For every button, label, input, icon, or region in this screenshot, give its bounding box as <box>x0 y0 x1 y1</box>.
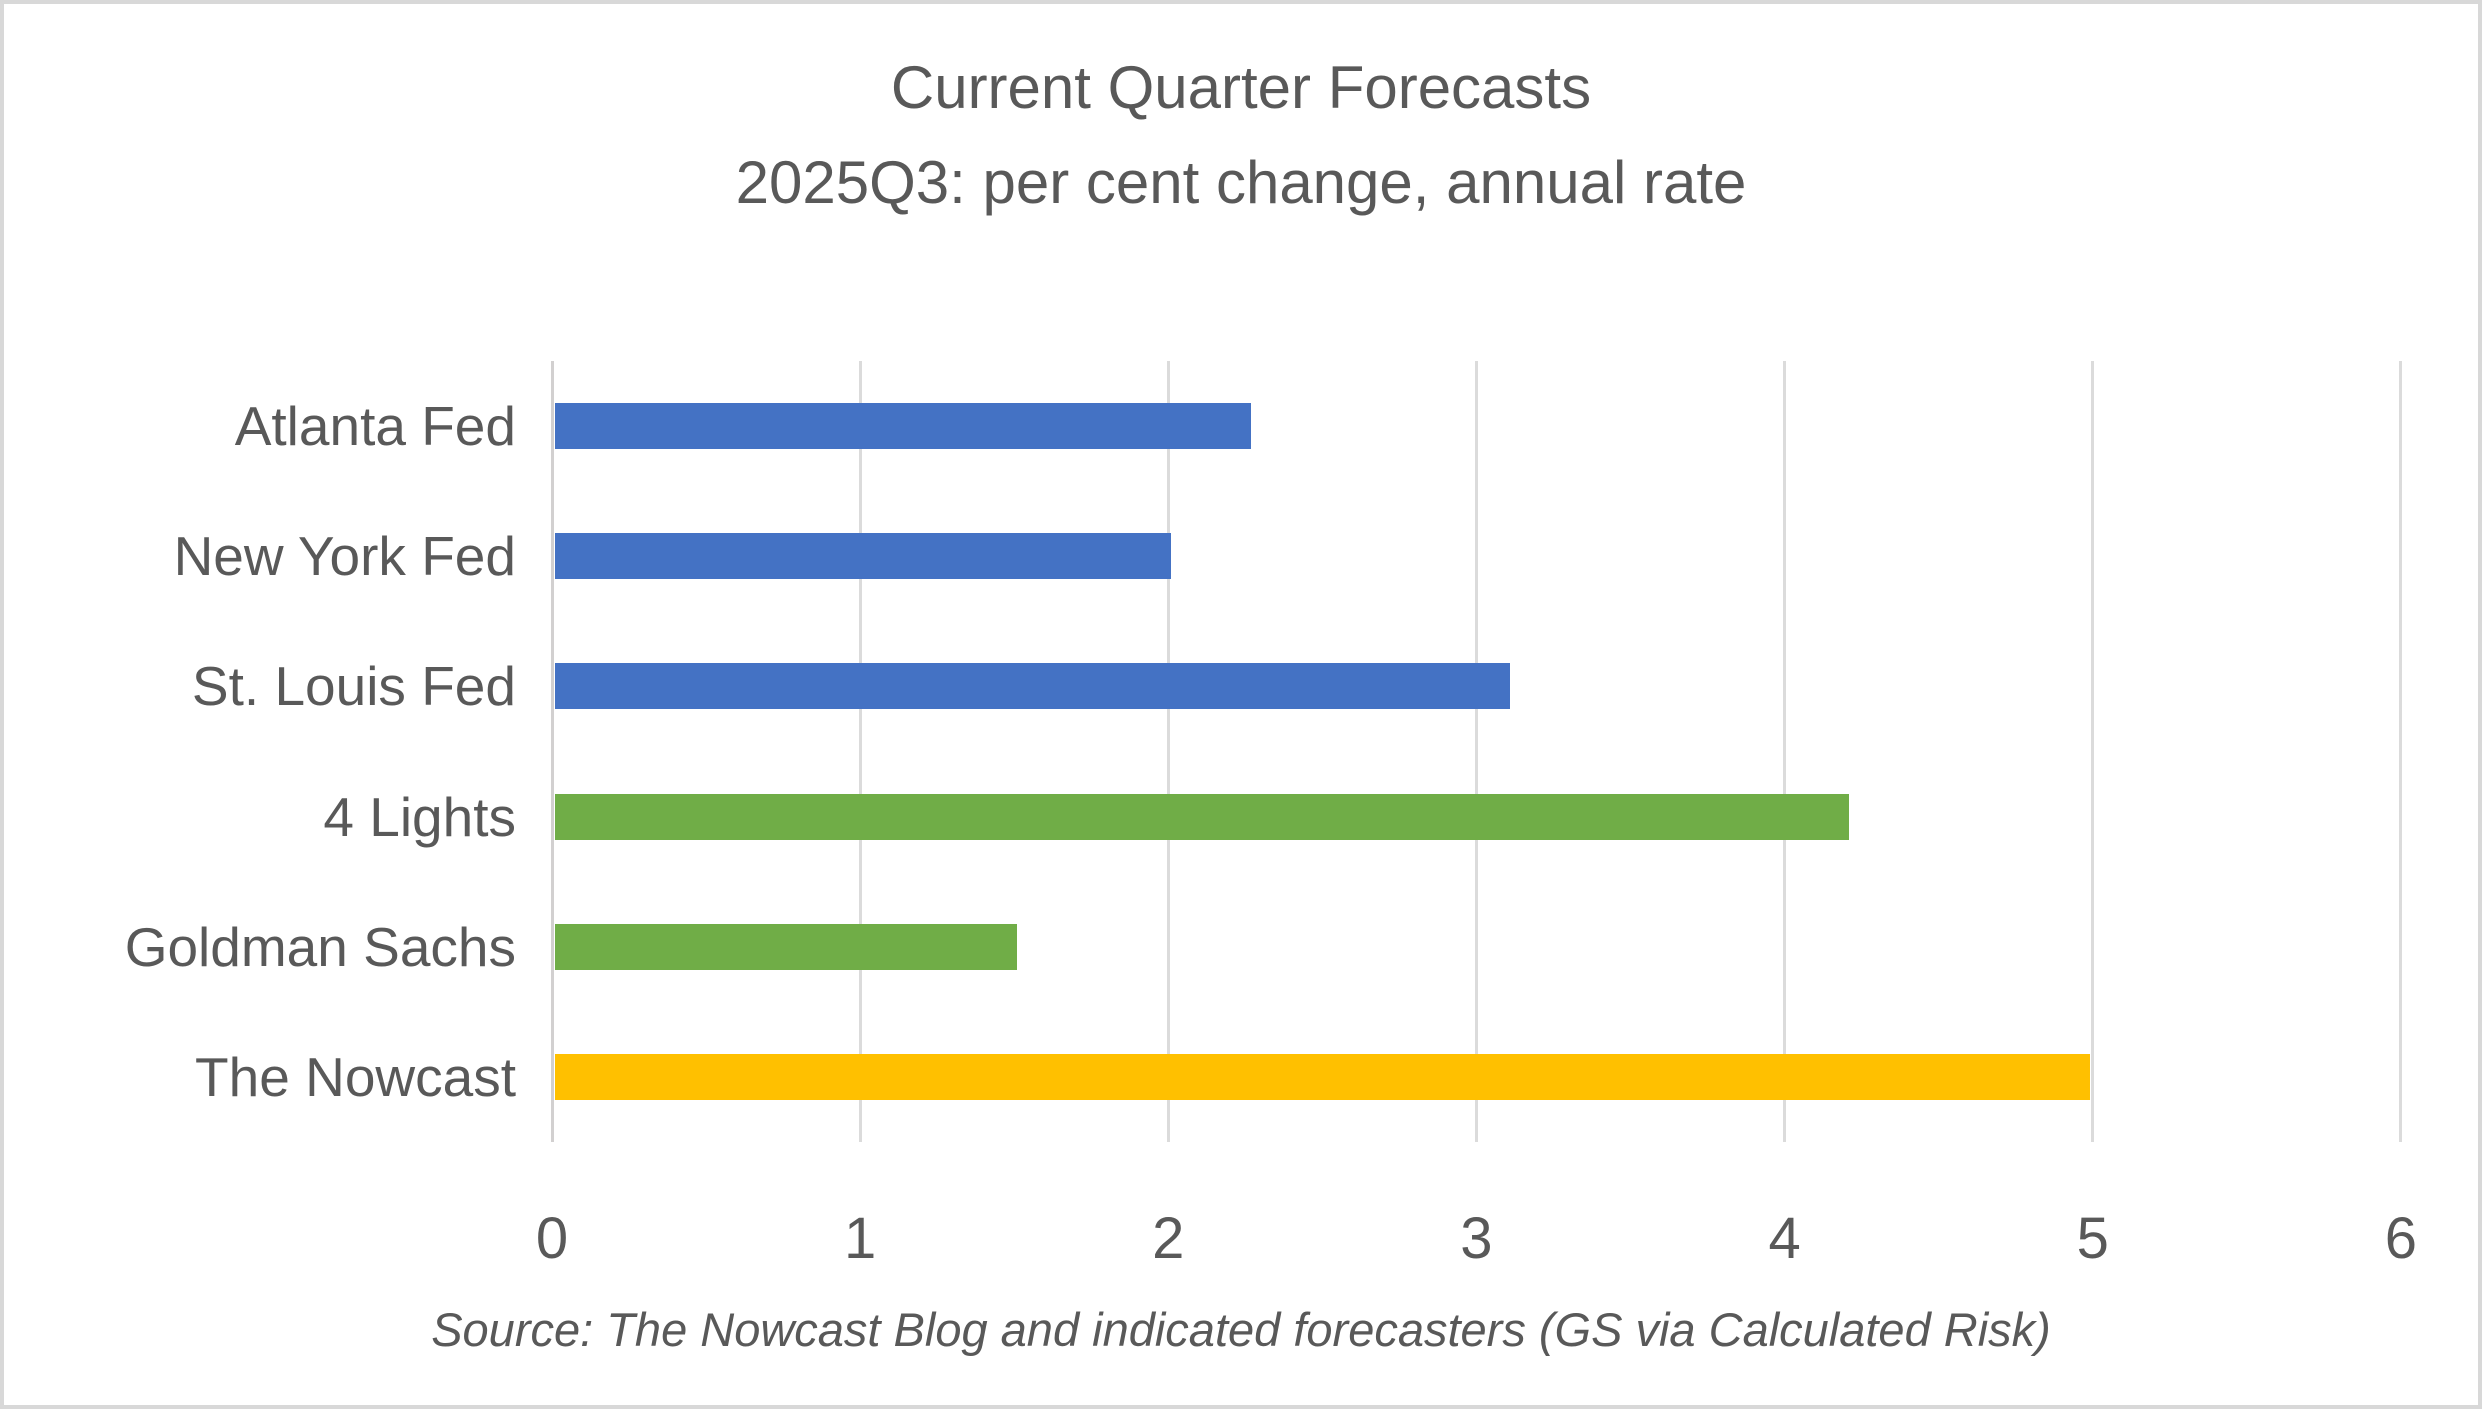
bar-4-lights <box>555 793 1850 840</box>
gridline-x-1 <box>858 361 862 1142</box>
category-label-4-lights: 4 Lights <box>323 785 516 848</box>
gridline-x-2 <box>1166 361 1170 1142</box>
category-label-st-louis-fed: St. Louis Fed <box>191 655 516 718</box>
bar-st-louis-fed <box>555 663 1511 710</box>
category-label-goldman-sachs: Goldman Sachs <box>124 915 516 978</box>
gridline-x-3 <box>1474 361 1478 1142</box>
category-label-atlanta-fed: Atlanta Fed <box>234 395 516 458</box>
plot-area <box>550 361 2447 1142</box>
chart-title: Current Quarter Forecasts <box>890 54 1592 121</box>
x-tick-label-3: 3 <box>1460 1206 1493 1271</box>
source-caption: Source: The Nowcast Blog and indicated f… <box>431 1303 2051 1356</box>
gridline-x-5 <box>2091 361 2095 1142</box>
bar-atlanta-fed <box>555 403 1252 450</box>
x-tick-label-1: 1 <box>844 1206 877 1271</box>
x-tick-label-5: 5 <box>2076 1206 2109 1271</box>
y-axis-line <box>550 361 554 1142</box>
x-tick-label-6: 6 <box>2384 1206 2418 1271</box>
x-tick-label-0: 0 <box>535 1206 569 1271</box>
gridline-x-6 <box>2399 361 2403 1142</box>
gridline-x-4 <box>1783 361 1787 1142</box>
category-label-new-york-fed: New York Fed <box>173 525 516 588</box>
category-label-the-nowcast: The Nowcast <box>195 1045 516 1108</box>
x-tick-label-2: 2 <box>1152 1206 1185 1271</box>
bar-new-york-fed <box>555 533 1172 580</box>
bar-the-nowcast <box>555 1053 2090 1100</box>
chart-subtitle: 2025Q3: per cent change, annual rate <box>735 149 1747 216</box>
bar-goldman-sachs <box>555 923 1018 970</box>
x-tick-label-4: 4 <box>1768 1206 1801 1271</box>
